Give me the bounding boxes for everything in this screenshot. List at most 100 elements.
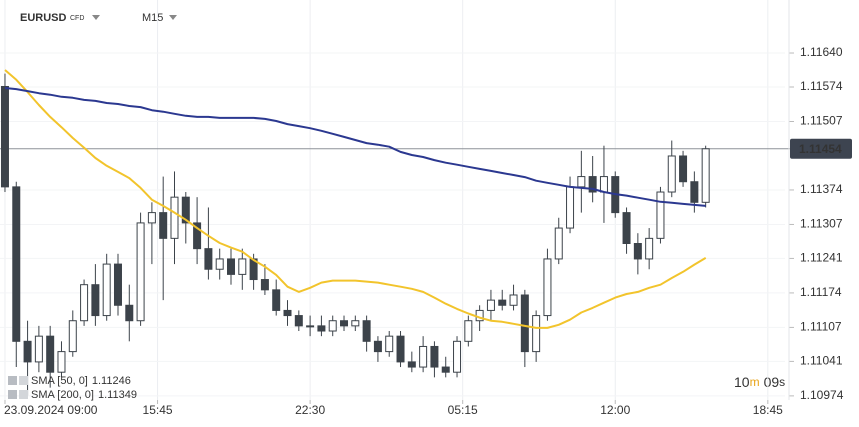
x-tick-label: 12:00 — [600, 403, 630, 417]
candle-body — [441, 366, 450, 373]
x-tick-label: 18:45 — [753, 403, 783, 417]
candle-body — [362, 320, 371, 342]
candle-body — [46, 335, 55, 373]
candle-body — [272, 289, 281, 311]
candle-body — [385, 335, 394, 353]
candle-body — [147, 212, 156, 224]
candle-body — [667, 155, 676, 193]
countdown-minutes-unit: m — [750, 375, 760, 389]
y-tick-label: 1.11374 — [800, 182, 843, 196]
candle-body — [520, 294, 529, 353]
candle-body — [204, 248, 213, 270]
x-tick-label: 05:15 — [448, 403, 478, 417]
candle-body — [577, 176, 586, 188]
candle-body — [136, 222, 145, 322]
candle-body — [317, 325, 326, 332]
legend-icon — [8, 390, 17, 399]
candle-body — [351, 320, 360, 327]
candle-body — [701, 148, 710, 203]
countdown-seconds: 09 — [764, 374, 780, 390]
timeframe-dropdown[interactable] — [169, 15, 177, 20]
y-tick-label: 1.11041 — [800, 354, 843, 368]
candle-body — [532, 315, 541, 353]
candle-body — [599, 176, 608, 193]
candle-body — [645, 237, 654, 260]
y-tick-label: 1.11107 — [800, 320, 842, 334]
candle-body — [23, 340, 32, 363]
countdown-minutes: 10 — [734, 374, 750, 390]
x-tick-label: 22:30 — [295, 403, 325, 417]
x-tick-label: 15:45 — [143, 403, 173, 417]
candle-body — [407, 361, 416, 368]
candle-body — [80, 284, 89, 322]
candle-body — [464, 320, 473, 342]
candle-body — [328, 320, 337, 332]
candle-body — [306, 325, 315, 328]
candle-body — [419, 345, 428, 368]
symbol[interactable]: EURUSD — [20, 12, 67, 24]
candle-body — [453, 340, 462, 373]
candle-body — [159, 212, 168, 239]
candle-body — [170, 196, 179, 239]
candle-body — [622, 212, 631, 245]
candle-body — [543, 258, 552, 317]
legend-name: SMA [200, 0] — [31, 389, 94, 401]
candle-body — [227, 258, 236, 275]
legend-value: 1.11349 — [98, 389, 137, 401]
current-price-label: 1.11454 — [799, 142, 842, 156]
legend-icon — [19, 376, 28, 385]
sma-line — [4, 87, 706, 207]
x-tick-label: 23.09.2024 09:00 — [4, 403, 98, 417]
candle-body — [125, 304, 134, 322]
legend-entry: SMA [50, 0] 1.11246 — [31, 375, 131, 387]
y-tick-label: 1.11307 — [800, 217, 843, 231]
current-price-box — [790, 138, 852, 159]
candle-body — [373, 340, 382, 353]
candle-body — [0, 85, 9, 188]
legend-icon — [8, 376, 17, 385]
candle-body — [113, 263, 122, 306]
instrument-type: CFD — [70, 15, 84, 22]
candle-body — [679, 155, 688, 183]
candle-body — [181, 196, 190, 224]
y-tick-label: 1.11640 — [800, 45, 843, 59]
y-tick-label: 1.11574 — [800, 79, 843, 93]
timeframe[interactable]: M15 — [142, 12, 163, 24]
sma-line — [4, 69, 707, 329]
candle-body — [91, 284, 100, 317]
y-tick-label: 1.10974 — [800, 388, 844, 402]
candle-body — [690, 181, 699, 203]
candle-body — [215, 258, 224, 270]
symbol-dropdown[interactable] — [92, 15, 100, 20]
y-tick-label: 1.11507 — [800, 114, 843, 128]
candle-body — [430, 345, 439, 368]
candle-body — [633, 243, 642, 260]
candle-body — [486, 299, 495, 311]
candle-body — [102, 263, 111, 317]
candle-body — [57, 351, 66, 373]
y-tick-label: 1.11241 — [800, 251, 843, 265]
plot-area — [0, 0, 792, 400]
candle-body — [509, 294, 518, 306]
candle-body — [294, 315, 303, 327]
candle-body — [566, 186, 575, 229]
candle-body — [193, 222, 202, 250]
candle-body — [396, 335, 405, 363]
candle-body — [656, 191, 665, 239]
candle-body — [588, 176, 597, 193]
countdown-seconds-unit: s — [779, 375, 785, 389]
legend-icon — [19, 390, 28, 399]
legend-name: SMA [50, 0] — [31, 375, 88, 387]
y-tick-label: 1.11174 — [800, 285, 842, 299]
candle-body — [68, 320, 77, 353]
candle-body — [238, 258, 247, 275]
candle-body — [554, 227, 563, 260]
candle-body — [340, 320, 349, 327]
candle-body — [498, 299, 507, 306]
candle-body — [12, 186, 21, 342]
legend-entry: SMA [200, 0] 1.11349 — [31, 389, 137, 401]
legend-value: 1.11246 — [92, 375, 131, 387]
